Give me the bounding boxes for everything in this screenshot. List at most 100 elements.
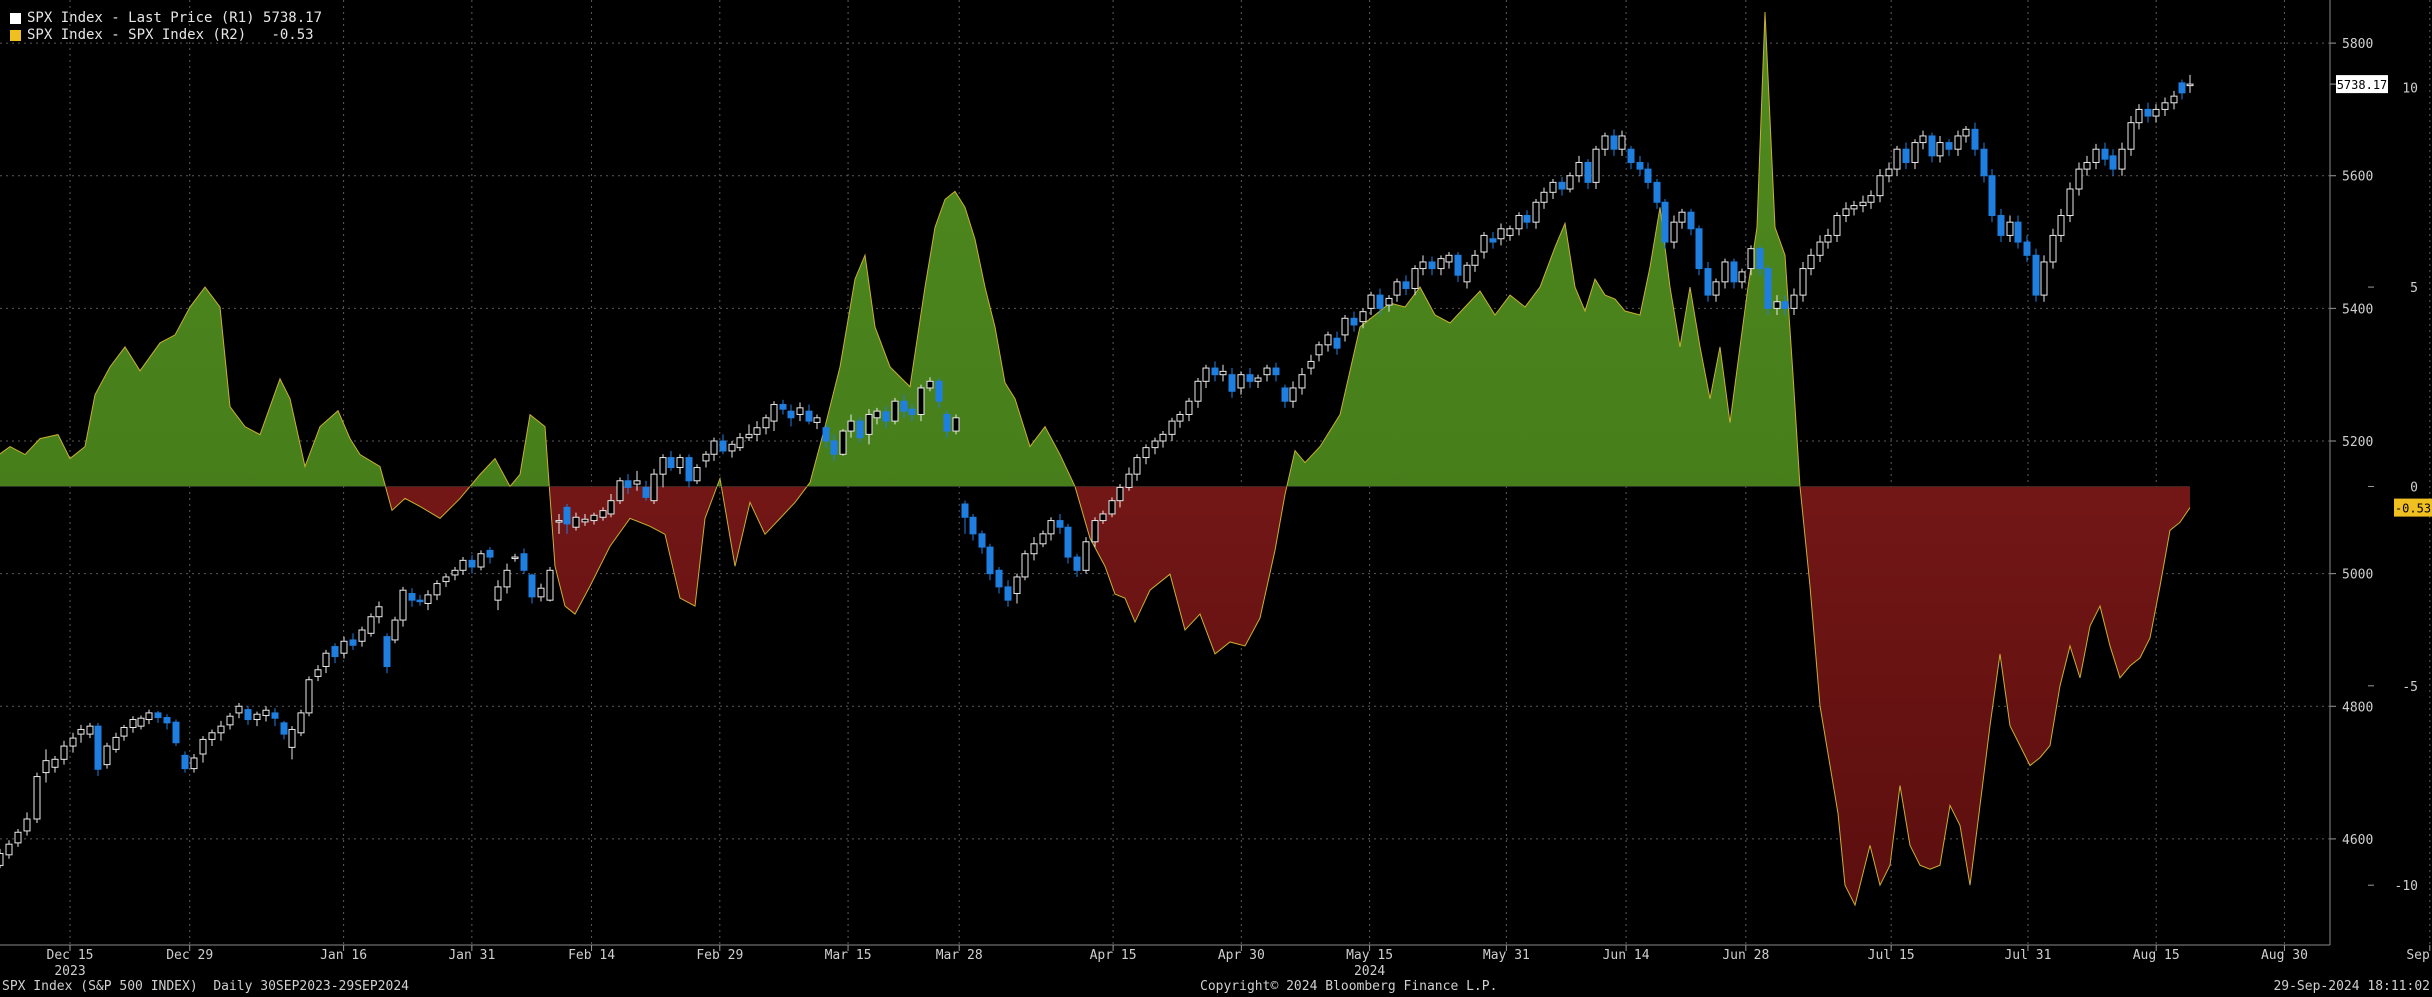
legend-row-last-price: SPX Index - Last Price (R1) 5738.17 (10, 10, 322, 27)
candle-body-up (288, 728, 296, 748)
x-tick-label: Jun 28 (1722, 948, 1769, 963)
candle-body-down (822, 427, 830, 442)
candle (1610, 129, 1618, 156)
candle-body-down (163, 717, 171, 724)
candle-body-up (1151, 440, 1159, 449)
candle (745, 424, 753, 441)
candle (305, 676, 313, 717)
x-tick-label: Sep 16 (2406, 948, 2432, 963)
candle-body-up (1385, 297, 1393, 306)
candle (865, 409, 873, 445)
candle (2135, 104, 2143, 130)
candle-body-down (935, 380, 943, 402)
oscillator-badge-label: -0.53 (2395, 502, 2431, 516)
candle (1194, 378, 1202, 408)
candle-body-down (969, 516, 977, 535)
candle-body-up (433, 583, 441, 596)
candle (1359, 308, 1367, 329)
candle-body-up (1497, 228, 1505, 240)
candle (408, 588, 416, 607)
candle-body-down (908, 408, 916, 415)
candle-body-up (1263, 367, 1271, 376)
candle-body-up (477, 553, 485, 568)
candle (555, 513, 563, 534)
candle (468, 555, 476, 574)
candle-body-up (391, 619, 399, 641)
candle-body-down (1997, 215, 2005, 236)
candle-body-up (1850, 205, 1858, 210)
legend-swatch-oscillator (10, 30, 21, 41)
r2-tick-label: -5 (2402, 680, 2418, 695)
candle (1004, 580, 1012, 607)
candle (1842, 202, 1850, 223)
candle-body-up (926, 380, 934, 389)
candle-body-up (297, 712, 305, 734)
candle (926, 377, 934, 392)
candle (1885, 162, 1893, 183)
candle (1454, 252, 1462, 282)
candle (624, 474, 632, 495)
candle (969, 513, 977, 541)
candle-body-up (1919, 135, 1927, 144)
candle (262, 706, 270, 722)
candle (120, 724, 128, 741)
candle-body-up (2040, 261, 2048, 296)
candle (1687, 208, 1695, 236)
candle (572, 512, 580, 531)
candle-body-down (520, 553, 528, 571)
candle (349, 633, 357, 650)
candle-body-up (14, 831, 22, 844)
candle-body-up (1125, 473, 1133, 488)
candle (2023, 235, 2031, 262)
candle-body-up (451, 569, 459, 576)
candle (1833, 212, 1841, 243)
candle (1902, 142, 1910, 170)
candle-body-up (1039, 533, 1047, 545)
candle-body-down (856, 420, 864, 439)
candle-body-up (199, 738, 207, 755)
candle (1039, 530, 1047, 548)
candle (1307, 354, 1315, 375)
candle (137, 715, 145, 730)
candle (633, 470, 641, 491)
candle-body-down (1636, 161, 1644, 170)
candle-body-up (1618, 135, 1626, 150)
candle (917, 384, 925, 422)
candle-body-down (961, 503, 969, 518)
candle-body-up (2083, 161, 2091, 170)
candle-body-down (1489, 238, 1497, 243)
x-year-label: 2024 (1354, 964, 1385, 979)
candle (590, 512, 598, 525)
candle-body-up (762, 417, 770, 429)
candle (581, 513, 589, 526)
candle (1219, 364, 1227, 382)
x-tick-label: May 31 (1483, 948, 1530, 963)
candle-body-up (235, 705, 243, 714)
oscillator-positive-area (0, 11, 1800, 487)
candle-body-up (650, 473, 658, 502)
candle (1367, 291, 1375, 315)
candle (1091, 517, 1099, 548)
candle-body-up (2057, 215, 2065, 236)
candle-body-up (1307, 360, 1315, 369)
candle (1047, 517, 1055, 541)
candle (1489, 232, 1497, 249)
candle (856, 417, 864, 443)
r1-tick-label: 4800 (2342, 700, 2373, 715)
candle (813, 414, 821, 430)
candle-body-up (537, 587, 545, 598)
candle-body-up (1515, 215, 1523, 230)
candle-body-up (340, 640, 348, 654)
candlestick-series (0, 74, 2194, 869)
candle (1575, 155, 1583, 183)
candle (217, 720, 225, 741)
x-tick-label: Mar 28 (936, 948, 983, 963)
candle (0, 848, 4, 869)
candle (2075, 162, 2083, 196)
legend-label-oscillator: SPX Index - SPX Index (R2) (27, 27, 247, 43)
candle-body-up (1445, 254, 1453, 263)
candle (1402, 275, 1410, 296)
candle (1211, 361, 1219, 382)
candle-body-up (2006, 221, 2014, 236)
candle-body-down (1272, 367, 1280, 376)
